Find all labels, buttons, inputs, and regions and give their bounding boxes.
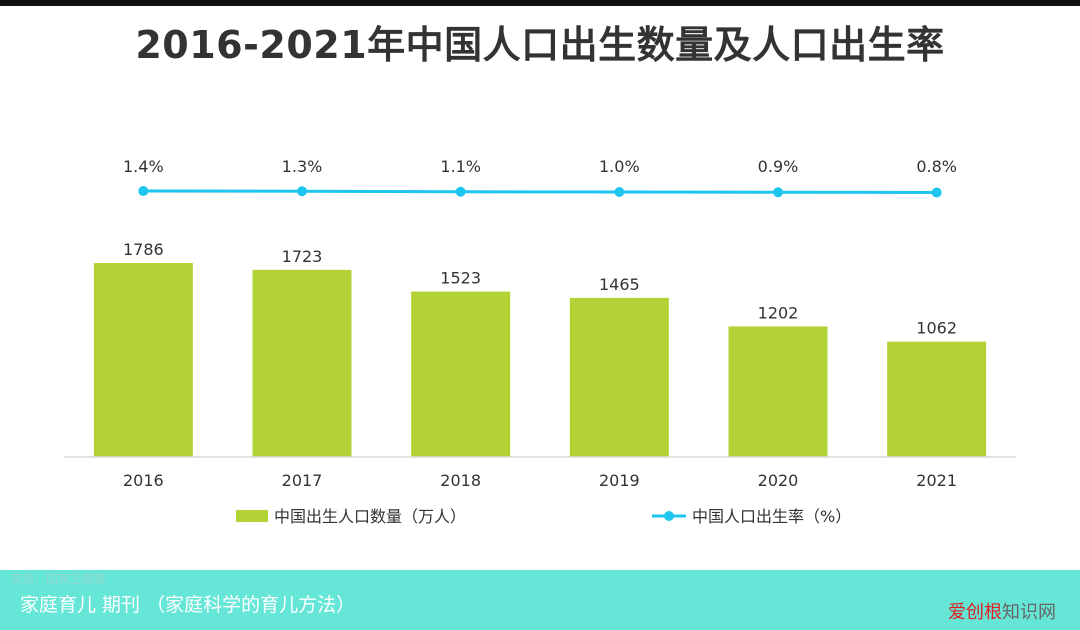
top-border (0, 0, 1080, 6)
watermark: 爱创根知识网 (948, 598, 1056, 624)
bars-layer: 1786 1723 1523 1465 1202 1062 (93, 240, 987, 457)
rate-point (138, 186, 149, 196)
legend-bar-swatch (236, 510, 268, 522)
bar (252, 269, 352, 457)
bar-value-label: 1465 (599, 275, 640, 294)
rate-line-layer: 1.4% 1.3% 1.1% 1.0% 0.9% 0.8% (123, 157, 957, 198)
legend: 中国出生人口数量（万人） 中国人口出生率（%） (236, 507, 851, 526)
rate-value-label: 1.3% (282, 157, 323, 176)
bar (728, 326, 828, 457)
rate-point (773, 187, 783, 198)
watermark-site: 知识网 (1002, 602, 1056, 623)
rate-point (931, 187, 942, 198)
bar-value-label: 1062 (916, 319, 957, 338)
caption-text: 家庭育儿 期刊 （家庭科学的育儿方法） (20, 594, 356, 616)
x-ticks: 2016 2017 2018 2019 2020 2021 (123, 471, 957, 490)
x-tick-label: 2020 (758, 471, 799, 490)
bar-value-label: 1202 (758, 303, 799, 322)
rate-point (297, 186, 307, 197)
rate-value-label: 1.4% (123, 157, 164, 176)
rate-point (455, 186, 466, 197)
caption-bar (0, 570, 1080, 630)
rate-value-label: 1.1% (440, 157, 481, 176)
legend-line-label: 中国人口出生率（%） (692, 507, 851, 526)
rate-point (614, 187, 625, 197)
x-tick-label: 2018 (440, 471, 481, 490)
bar (93, 263, 193, 457)
rate-value-label: 1.0% (599, 157, 640, 176)
bar-value-label: 1786 (123, 240, 164, 259)
bar (411, 291, 511, 457)
x-tick-label: 2019 (599, 471, 640, 490)
rate-line (143, 189, 937, 194)
watermark-brand: 爱创根 (948, 602, 1002, 623)
bar (887, 341, 987, 457)
rate-value-label: 0.8% (916, 157, 957, 176)
source-note: 来源：国家卫健委 (10, 572, 107, 586)
chart-title: 2016-2021年中国人口出生数量及人口出生率 (135, 23, 945, 67)
x-tick-label: 2016 (123, 471, 164, 490)
legend-bar-label: 中国出生人口数量（万人） (274, 507, 466, 526)
x-tick-label: 2017 (282, 471, 323, 490)
legend-line-marker (664, 511, 674, 521)
bar-value-label: 1523 (440, 269, 481, 288)
bar-value-label: 1723 (282, 247, 323, 266)
x-tick-label: 2021 (916, 471, 957, 490)
rate-value-label: 0.9% (758, 157, 799, 176)
bar (569, 297, 669, 457)
